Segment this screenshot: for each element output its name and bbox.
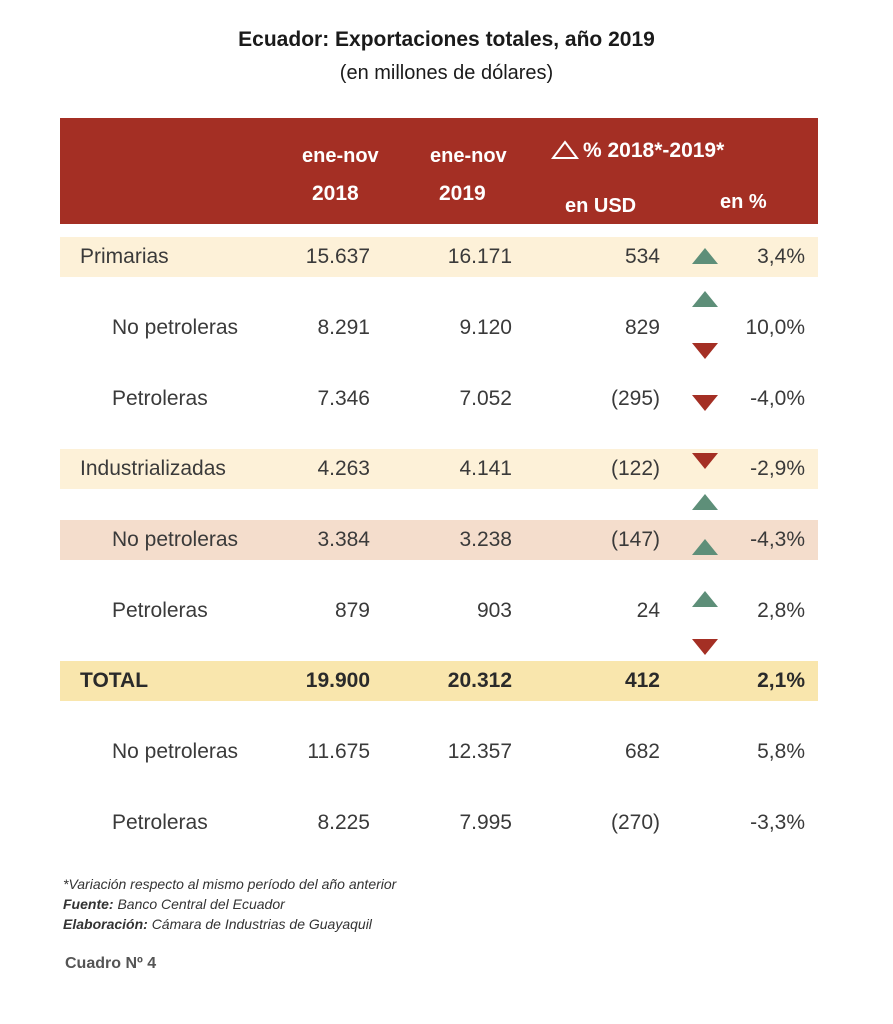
header-col1-line2: 2018	[312, 182, 359, 205]
row-value-usd: 412	[624, 669, 660, 692]
header-sub-pct: en %	[720, 191, 767, 213]
band-total	[60, 661, 818, 701]
table-title: Ecuador: Exportaciones totales, año 2019	[238, 28, 655, 51]
footnote-variation: *Variación respecto al mismo período del…	[63, 876, 397, 892]
footnote-elaboration: Elaboración: Cámara de Industrias de Gua…	[63, 916, 372, 932]
row-value-usd: 24	[636, 599, 660, 622]
row-value-pct: 5,8%	[757, 740, 805, 763]
row-label: Petroleras	[112, 599, 208, 622]
row-value-2018: 11.675	[307, 740, 370, 763]
table-number: Cuadro Nº 4	[65, 955, 157, 972]
row-label: Petroleras	[112, 387, 208, 410]
row-value-2019: 903	[476, 599, 512, 622]
row-value-usd: (122)	[610, 457, 660, 480]
row-value-usd: (295)	[610, 387, 660, 410]
row-label: Primarias	[80, 245, 169, 268]
arrow-down-icon	[692, 395, 718, 411]
row-value-pct: 10,0%	[745, 316, 805, 339]
row-value-2018: 15.637	[305, 245, 370, 268]
band-industrializadas	[60, 449, 818, 489]
row-value-2019: 7.052	[459, 387, 512, 410]
arrow-down-icon	[692, 639, 718, 655]
row-value-2018: 4.263	[317, 457, 370, 480]
header-col2-line2: 2019	[439, 182, 486, 205]
row-value-2019: 12.357	[447, 740, 512, 763]
header-col1-line1: ene-nov	[302, 145, 379, 167]
row-label: No petroleras	[112, 528, 239, 551]
row-value-pct: -4,3%	[750, 528, 805, 551]
arrow-down-icon	[692, 453, 718, 469]
row-value-pct: -3,3%	[750, 811, 805, 834]
row-value-pct: 2,8%	[757, 599, 805, 622]
row-value-usd: 534	[624, 245, 660, 268]
row-label: No petroleras	[112, 316, 239, 339]
table-header: ene-nov 2018 ene-nov 2019 % 2018*-2019* …	[60, 118, 818, 224]
delta-icon	[551, 140, 579, 159]
header-sub-usd: en USD	[565, 195, 637, 217]
row-value-usd: (147)	[610, 528, 660, 551]
row-value-2019: 4.141	[459, 457, 512, 480]
arrow-up-icon	[692, 494, 718, 510]
row-value-2019: 7.995	[459, 811, 512, 834]
arrow-up-icon	[692, 591, 718, 607]
footnote-source: Fuente: Banco Central del Ecuador	[63, 896, 285, 912]
row-value-2018: 8.291	[317, 316, 370, 339]
row-value-usd: 829	[624, 316, 660, 339]
row-value-2019: 16.171	[447, 245, 512, 268]
row-value-pct: -2,9%	[750, 457, 805, 480]
row-label: Industrializadas	[80, 457, 226, 480]
arrow-up-icon	[692, 291, 718, 307]
row-value-pct: -4,0%	[750, 387, 805, 410]
row-value-2018: 3.384	[317, 528, 370, 551]
arrow-up-icon	[692, 248, 718, 264]
row-value-2018: 19.900	[305, 669, 370, 692]
row-value-2018: 879	[334, 599, 370, 622]
row-value-2018: 7.346	[317, 387, 370, 410]
row-label: TOTAL	[80, 669, 149, 692]
header-delta-label: % 2018*-2019*	[583, 139, 725, 162]
source-label: Fuente:	[63, 896, 114, 912]
row-value-usd: 682	[624, 740, 660, 763]
row-value-pct: 2,1%	[757, 669, 805, 692]
table-subtitle: (en millones de dólares)	[339, 62, 554, 84]
elaboration-value: Cámara de Industrias de Guayaquil	[151, 916, 372, 932]
row-label: No petroleras	[112, 740, 239, 763]
row-value-pct: 3,4%	[757, 245, 805, 268]
arrow-up-icon	[692, 539, 718, 555]
header-col2-line1: ene-nov	[430, 145, 507, 167]
band-no-petroleras-ind	[60, 520, 818, 560]
row-value-2019: 3.238	[459, 528, 512, 551]
arrow-down-icon	[692, 343, 718, 359]
source-value: Banco Central del Ecuador	[117, 896, 285, 912]
row-value-2019: 20.312	[447, 669, 512, 692]
row-value-2018: 8.225	[317, 811, 370, 834]
row-value-2019: 9.120	[459, 316, 512, 339]
band-primarias	[60, 237, 818, 277]
row-label: Petroleras	[112, 811, 208, 834]
elaboration-label: Elaboración:	[63, 916, 148, 932]
row-value-usd: (270)	[610, 811, 660, 834]
